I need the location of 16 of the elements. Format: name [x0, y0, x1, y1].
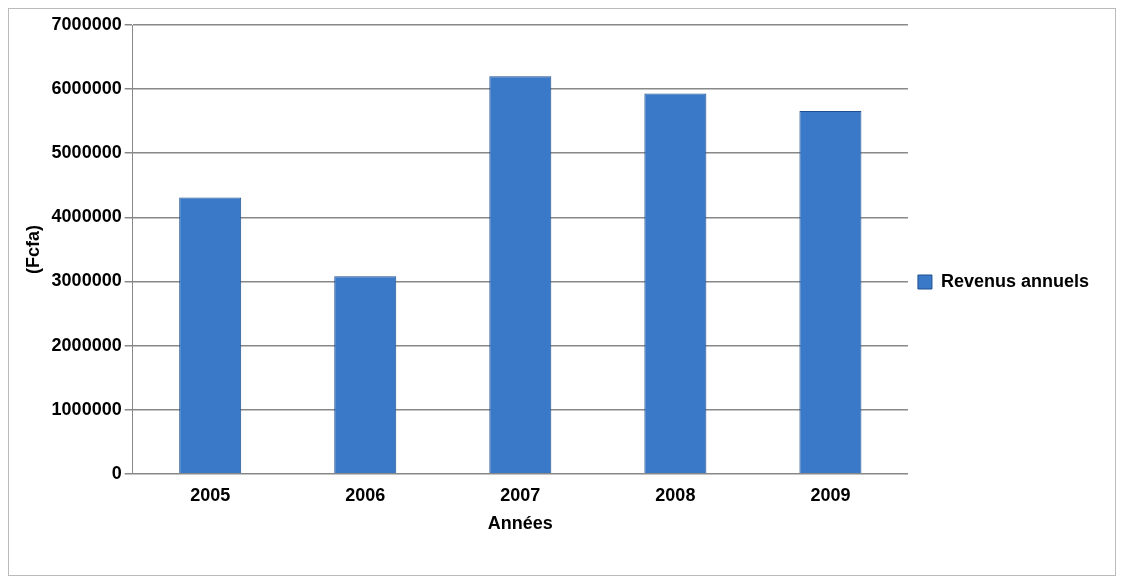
x-tick-label: 2006 — [345, 484, 386, 505]
x-tick-label: 2007 — [500, 484, 541, 505]
y-tick-label: 0 — [111, 462, 122, 483]
y-axis-title: (Fcfa) — [22, 224, 43, 274]
y-tick-label: 6000000 — [51, 78, 122, 99]
legend-label: Revenus annuels — [940, 270, 1090, 291]
x-axis-title: Années — [487, 513, 553, 534]
y-tick-label: 4000000 — [51, 206, 122, 227]
y-tick-label: 1000000 — [51, 398, 122, 419]
y-tick-label: 3000000 — [51, 270, 122, 291]
y-tick-label: 7000000 — [51, 13, 122, 34]
x-tick-label: 2008 — [655, 484, 696, 505]
x-tick-label: 2009 — [810, 484, 851, 505]
y-tick-label: 2000000 — [51, 334, 122, 355]
x-tick-label: 2005 — [190, 484, 231, 505]
y-tick-label: 5000000 — [51, 142, 122, 163]
